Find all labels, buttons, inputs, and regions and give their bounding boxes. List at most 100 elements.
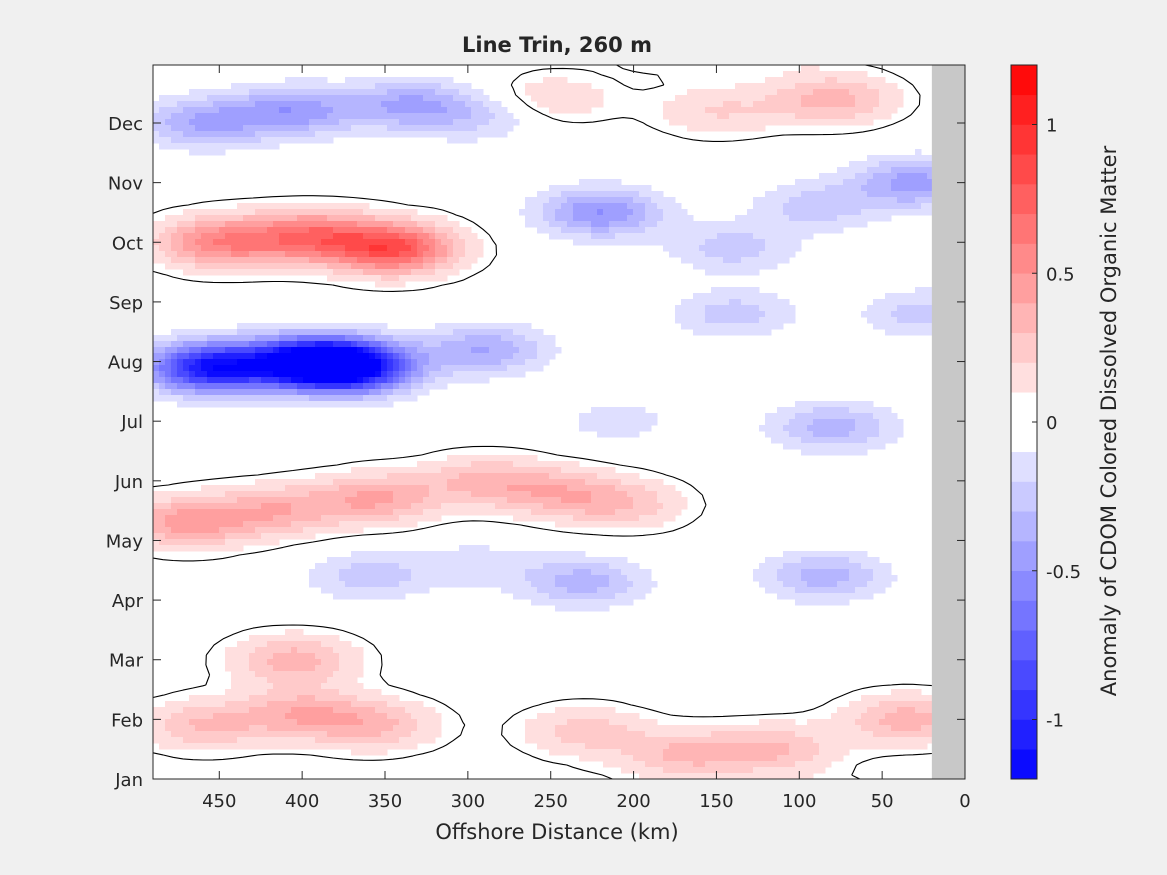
heatmap-cell xyxy=(681,209,688,216)
heatmap-cell xyxy=(579,599,586,606)
heatmap-cell xyxy=(447,227,454,234)
heatmap-cell xyxy=(375,377,382,384)
heatmap-cell xyxy=(321,479,328,486)
heatmap-cell xyxy=(321,83,328,90)
heatmap-cell xyxy=(243,137,250,144)
heatmap-cell xyxy=(633,563,640,570)
heatmap-cell xyxy=(177,341,184,348)
heatmap-cell xyxy=(399,725,406,732)
heatmap-cell xyxy=(741,83,748,90)
heatmap-cell xyxy=(753,725,760,732)
heatmap-cell xyxy=(399,707,406,714)
heatmap-cell xyxy=(699,95,706,102)
heatmap-cell xyxy=(321,725,328,732)
heatmap-cell xyxy=(363,593,370,600)
heatmap-cell xyxy=(561,497,568,504)
heatmap-cell xyxy=(405,707,412,714)
heatmap-cell xyxy=(195,695,202,702)
heatmap-cell xyxy=(195,383,202,390)
heatmap-cell xyxy=(255,131,262,138)
heatmap-cell xyxy=(261,137,268,144)
heatmap-cell xyxy=(525,461,532,468)
heatmap-cell xyxy=(435,269,442,276)
heatmap-cell xyxy=(555,227,562,234)
heatmap-cell xyxy=(405,335,412,342)
heatmap-cell xyxy=(237,329,244,336)
heatmap-cell xyxy=(303,491,310,498)
heatmap-cell xyxy=(627,587,634,594)
heatmap-cell xyxy=(375,713,382,720)
heatmap-cell xyxy=(225,653,232,660)
heatmap-cell xyxy=(255,377,262,384)
heatmap-cell xyxy=(459,131,466,138)
heatmap-cell xyxy=(333,269,340,276)
heatmap-cell xyxy=(231,503,238,510)
heatmap-cell xyxy=(165,341,172,348)
heatmap-cell xyxy=(285,107,292,114)
heatmap-cell xyxy=(537,347,544,354)
heatmap-cell xyxy=(669,209,676,216)
heatmap-cell xyxy=(489,359,496,366)
heatmap-cell xyxy=(609,581,616,588)
heatmap-cell xyxy=(315,509,322,516)
heatmap-cell xyxy=(237,107,244,114)
heatmap-cell xyxy=(375,491,382,498)
heatmap-cell xyxy=(267,401,274,408)
heatmap-cell xyxy=(759,113,766,120)
heatmap-cell xyxy=(351,101,358,108)
heatmap-cell xyxy=(555,509,562,516)
heatmap-cell xyxy=(435,341,442,348)
heatmap-cell xyxy=(477,335,484,342)
heatmap-cell xyxy=(519,479,526,486)
heatmap-cell xyxy=(627,581,634,588)
heatmap-cell xyxy=(429,377,436,384)
heatmap-cell xyxy=(555,347,562,354)
heatmap-cell xyxy=(639,425,646,432)
heatmap-cell xyxy=(255,239,262,246)
heatmap-cell xyxy=(255,737,262,744)
heatmap-cell xyxy=(321,215,328,222)
heatmap-cell xyxy=(333,347,340,354)
heatmap-cell xyxy=(351,239,358,246)
heatmap-cell xyxy=(405,503,412,510)
heatmap-cell xyxy=(633,227,640,234)
heatmap-cell xyxy=(429,239,436,246)
heatmap-cell xyxy=(591,89,598,96)
heatmap-cell xyxy=(597,479,604,486)
heatmap-cell xyxy=(651,767,658,774)
heatmap-cell xyxy=(315,677,322,684)
heatmap-cell xyxy=(177,143,184,150)
heatmap-cell xyxy=(321,77,328,84)
heatmap-cell xyxy=(393,107,400,114)
heatmap-cell xyxy=(597,569,604,576)
heatmap-cell xyxy=(729,263,736,270)
heatmap-cell xyxy=(327,689,334,696)
heatmap-cell xyxy=(747,269,754,276)
heatmap-cell xyxy=(723,731,730,738)
heatmap-cell xyxy=(657,479,664,486)
heatmap-cell xyxy=(177,389,184,396)
heatmap-cell xyxy=(225,503,232,510)
heatmap-cell xyxy=(381,329,388,336)
heatmap-cell xyxy=(171,719,178,726)
heatmap-cell xyxy=(333,395,340,402)
heatmap-cell xyxy=(231,509,238,516)
heatmap-cell xyxy=(411,131,418,138)
heatmap-cell xyxy=(729,269,736,276)
heatmap-cell xyxy=(561,473,568,480)
heatmap-cell xyxy=(501,557,508,564)
heatmap-cell xyxy=(579,575,586,582)
heatmap-cell xyxy=(759,239,766,246)
heatmap-cell xyxy=(267,203,274,210)
heatmap-cell xyxy=(399,101,406,108)
heatmap-cell xyxy=(687,95,694,102)
heatmap-cell xyxy=(753,755,760,762)
heatmap-cell xyxy=(375,131,382,138)
heatmap-cell xyxy=(261,683,268,690)
heatmap-cell xyxy=(531,599,538,606)
heatmap-cell xyxy=(411,587,418,594)
heatmap-cell xyxy=(315,665,322,672)
heatmap-cell xyxy=(225,689,232,696)
heatmap-cell xyxy=(195,347,202,354)
heatmap-cell xyxy=(507,347,514,354)
